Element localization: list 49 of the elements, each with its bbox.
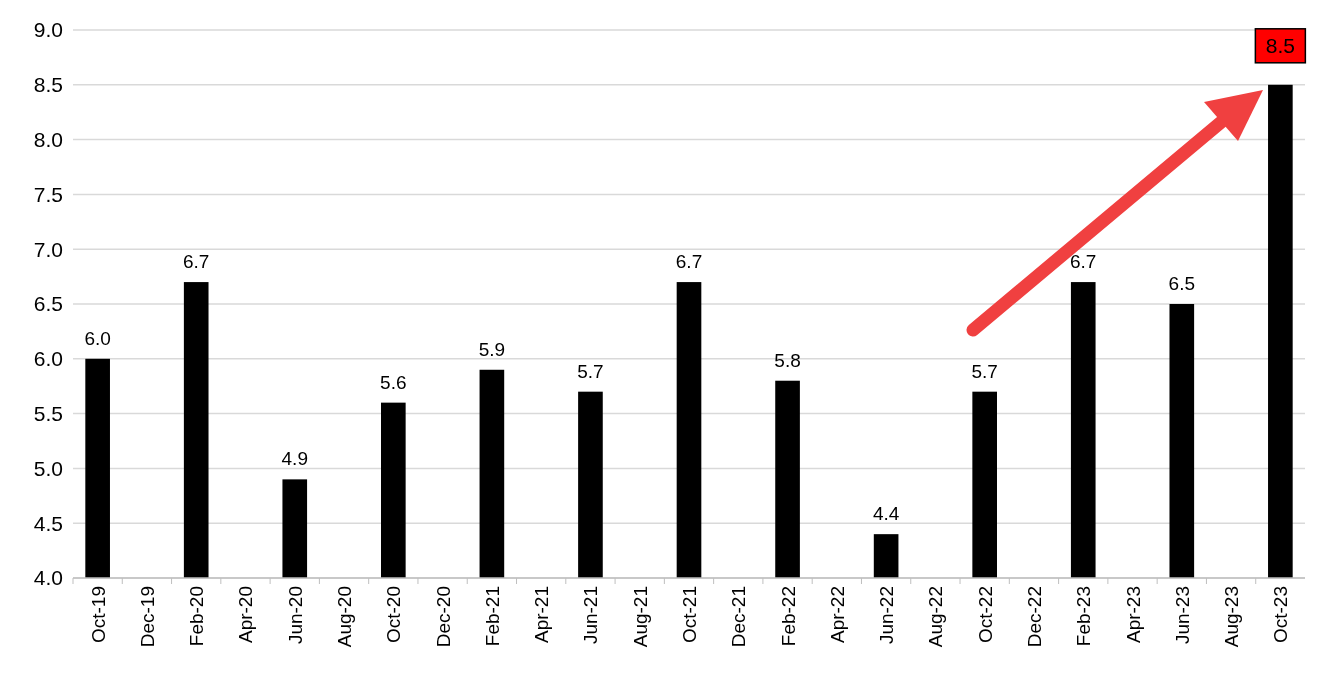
x-tick-label: Jun-20 bbox=[284, 586, 306, 645]
x-tick-label: Dec-21 bbox=[728, 586, 750, 648]
x-tick-label: Oct-23 bbox=[1270, 586, 1292, 644]
data-label: 6.7 bbox=[182, 251, 210, 273]
y-tick-label: 6.0 bbox=[33, 347, 63, 371]
data-label: 4.4 bbox=[872, 503, 900, 525]
y-tick-label: 4.5 bbox=[33, 511, 63, 535]
x-tick-label: Jun-23 bbox=[1171, 586, 1193, 645]
x-tick-label: Apr-22 bbox=[826, 586, 848, 644]
y-tick-label: 6.5 bbox=[33, 292, 63, 316]
x-tick-label: Aug-22 bbox=[925, 586, 947, 648]
data-label: 5.6 bbox=[380, 371, 407, 393]
x-tick-label: Dec-19 bbox=[136, 586, 158, 648]
data-label: 6.7 bbox=[1070, 251, 1097, 273]
x-tick-label: Aug-20 bbox=[334, 586, 356, 648]
y-tick-label: 8.5 bbox=[33, 73, 63, 97]
y-tick-label: 7.5 bbox=[33, 182, 63, 206]
y-tick-label: 7.0 bbox=[33, 237, 63, 261]
x-tick-label: Dec-22 bbox=[1023, 586, 1045, 648]
data-label: 6.7 bbox=[675, 251, 703, 273]
y-tick-label: 8.0 bbox=[33, 127, 63, 151]
x-tick-label: Oct-20 bbox=[383, 586, 405, 644]
x-tick-label: Oct-22 bbox=[974, 586, 996, 644]
x-tick-label: Dec-20 bbox=[432, 586, 454, 648]
x-tick-label: Oct-21 bbox=[679, 586, 700, 644]
x-tick-label: Jun-22 bbox=[876, 586, 898, 645]
y-tick-label: 4.0 bbox=[33, 566, 63, 590]
data-label: 6.0 bbox=[84, 327, 111, 349]
x-tick-label: Aug-21 bbox=[629, 586, 651, 648]
data-label: 5.8 bbox=[774, 349, 801, 371]
data-label: 5.7 bbox=[971, 360, 998, 382]
x-tick-label: Apr-21 bbox=[531, 586, 553, 644]
y-tick-label: 9.0 bbox=[33, 18, 63, 42]
data-label: 6.5 bbox=[1168, 273, 1196, 294]
x-tick-label: Apr-23 bbox=[1122, 586, 1144, 644]
y-tick-label: 5.0 bbox=[33, 456, 63, 480]
annotation: 8.5 bbox=[1265, 34, 1295, 58]
x-tick-label: Oct-19 bbox=[87, 586, 109, 644]
x-tick-label: Apr-20 bbox=[235, 586, 257, 644]
x-tick-label: Feb-20 bbox=[186, 586, 208, 647]
x-tick-label: Feb-23 bbox=[1073, 586, 1095, 647]
data-label: 5.9 bbox=[478, 338, 506, 360]
x-tick-label: Jun-21 bbox=[580, 586, 602, 645]
y-tick-label: 5.5 bbox=[33, 401, 63, 425]
x-tick-label: Feb-22 bbox=[777, 586, 799, 647]
data-label: 5.7 bbox=[577, 360, 604, 382]
x-tick-label: Aug-23 bbox=[1221, 586, 1243, 648]
data-label: 4.9 bbox=[281, 448, 308, 470]
x-tick-label: Feb-21 bbox=[481, 586, 503, 647]
